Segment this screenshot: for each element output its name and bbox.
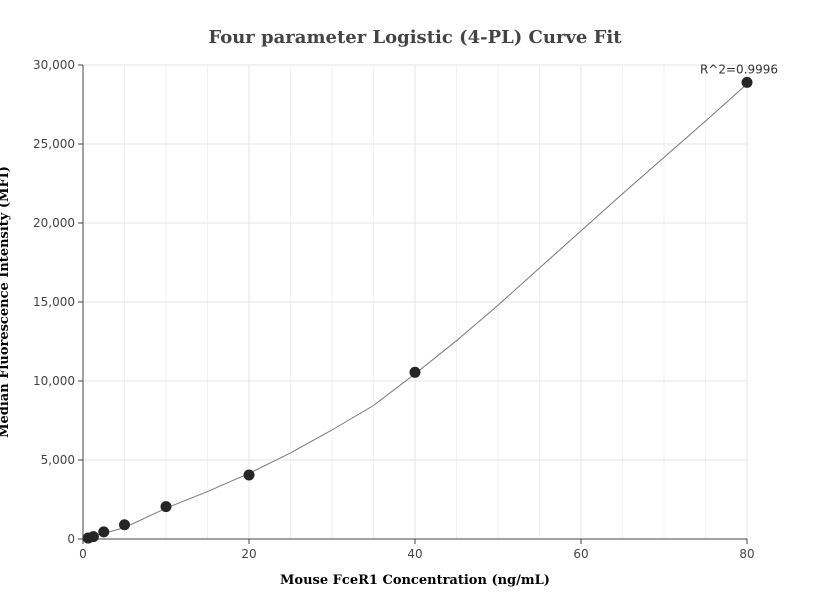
y-tick-label: 10,000 (33, 374, 75, 388)
x-tick-label: 20 (241, 547, 256, 561)
y-tick-label: 5,000 (41, 453, 75, 467)
data-points (82, 76, 753, 544)
y-axis-title: Median Fluorescence Intensity (MFI) (0, 166, 12, 438)
data-point (87, 531, 99, 543)
x-tick-label: 80 (739, 547, 754, 561)
x-axis-title: Mouse FceR1 Concentration (ng/mL) (280, 573, 550, 588)
x-tick-label: 0 (79, 547, 87, 561)
data-point (119, 519, 130, 531)
data-point (160, 501, 172, 513)
y-tick-label: 30,000 (33, 58, 75, 72)
y-tick-label: 20,000 (33, 216, 75, 230)
y-tick-label: 0 (67, 532, 75, 546)
x-tick-label: 40 (407, 547, 422, 561)
y-tick-label: 15,000 (33, 295, 75, 309)
data-point (741, 76, 753, 88)
x-axis-ticks: 0 20 40 60 80 (79, 539, 755, 561)
x-tick-label: 60 (573, 547, 588, 561)
grid (83, 64, 748, 539)
y-tick-label: 25,000 (33, 137, 75, 151)
data-point (243, 469, 255, 481)
chart-title: Four parameter Logistic (4-PL) Curve Fit (208, 27, 622, 48)
y-axis-ticks: 0 5,000 10,000 15,000 20,000 25,000 30,000 (33, 58, 83, 546)
data-point (409, 366, 421, 378)
data-point (98, 526, 110, 538)
r-squared-annotation: R^2=0.9996 (700, 62, 778, 76)
